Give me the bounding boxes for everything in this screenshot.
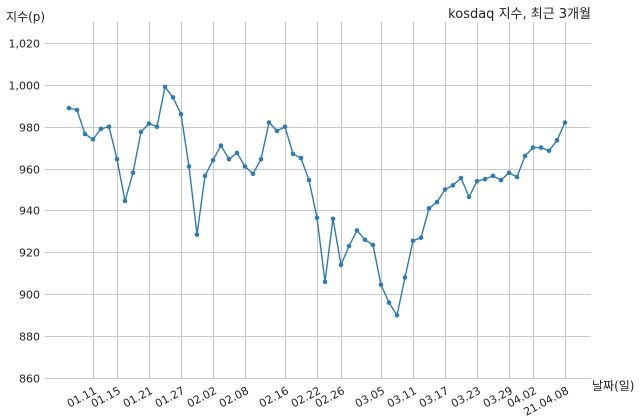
data-point (66, 105, 72, 111)
data-point (298, 155, 304, 161)
y-tick-label: 1,020 (9, 38, 41, 51)
data-point (474, 178, 480, 184)
data-point (258, 156, 264, 162)
data-point (274, 128, 280, 134)
data-point (530, 145, 536, 150)
y-tick-label: 920 (19, 247, 40, 260)
y-tick-label: 980 (19, 122, 40, 135)
data-point (154, 124, 160, 129)
x-tick-label: 03.11 (385, 384, 419, 410)
y-tick-labels: 860 880 900 920 940 960 980 1,000 1,020 (9, 38, 41, 386)
data-point (378, 282, 384, 288)
x-tick-label: 03.17 (417, 384, 451, 410)
data-point (426, 206, 432, 211)
data-point (346, 243, 352, 249)
data-point (74, 107, 80, 113)
data-point (250, 171, 256, 177)
x-tick-label: 02.08 (217, 384, 251, 410)
data-point (290, 151, 296, 157)
data-point (442, 187, 448, 192)
data-point (498, 177, 504, 183)
data-point (170, 95, 176, 100)
data-point (450, 183, 456, 188)
data-point (162, 84, 168, 90)
data-point (362, 237, 368, 243)
x-tick-label: 03.23 (449, 384, 483, 410)
data-point (194, 232, 200, 237)
data-point (90, 137, 96, 142)
data-point (466, 194, 472, 200)
data-point (434, 199, 440, 205)
data-point (410, 238, 416, 244)
data-point (418, 235, 424, 240)
data-point (266, 120, 272, 125)
data-point (98, 126, 104, 132)
y-tick-label: 860 (19, 373, 40, 386)
y-tick-label: 940 (19, 205, 40, 218)
data-point (322, 279, 328, 285)
data-point (306, 177, 312, 183)
data-point (546, 148, 552, 154)
data-point (506, 170, 512, 176)
data-point (394, 312, 400, 318)
data-point (202, 173, 208, 179)
data-point (522, 153, 528, 159)
data-point (210, 157, 216, 163)
data-point (82, 131, 88, 137)
data-point (458, 175, 464, 181)
x-axis-title: 날짜(일) (592, 379, 634, 393)
data-point (314, 215, 320, 221)
y-tick-label: 880 (19, 331, 40, 344)
data-point (562, 120, 568, 125)
data-point (114, 156, 120, 162)
chart-title: kosdaq 지수, 최근 3개월 (448, 7, 591, 22)
data-point (122, 198, 128, 204)
data-point (330, 216, 336, 222)
data-point (218, 143, 224, 148)
data-point (106, 124, 112, 129)
x-gridlines (93, 22, 566, 378)
data-point (370, 242, 376, 248)
data-point (386, 300, 392, 305)
x-tick-label: 01.21 (121, 384, 155, 410)
data-point (554, 138, 560, 143)
data-point (338, 262, 344, 268)
data-point (186, 164, 192, 169)
data-point (178, 111, 184, 117)
y-tick-label: 960 (19, 164, 40, 177)
data-point (282, 124, 288, 129)
data-point (234, 150, 240, 156)
data-point (354, 228, 360, 233)
x-tick-label: 01.27 (153, 384, 187, 410)
data-point (138, 129, 144, 135)
data-point (130, 170, 136, 176)
y-tick-label: 1,000 (9, 80, 41, 93)
data-point (514, 174, 520, 180)
data-point (146, 121, 152, 126)
data-point (242, 164, 248, 169)
x-tick-label: 02.02 (185, 384, 219, 410)
series-layer (66, 84, 568, 318)
x-tick-label: 03.05 (353, 384, 387, 410)
data-point (226, 156, 232, 162)
data-point (402, 275, 408, 280)
data-point (490, 173, 496, 179)
data-point (538, 145, 544, 150)
data-point (482, 176, 488, 182)
y-tick-label: 900 (19, 289, 40, 302)
x-tick-label: 02.16 (257, 384, 291, 410)
y-gridlines (45, 43, 591, 379)
y-axis-title: 지수(p) (6, 10, 45, 24)
